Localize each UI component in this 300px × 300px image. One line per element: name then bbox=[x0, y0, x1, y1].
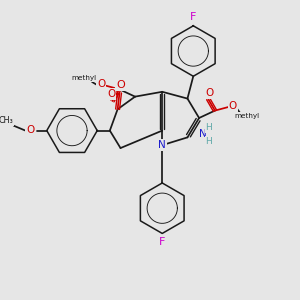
Text: F: F bbox=[159, 237, 165, 247]
Text: O: O bbox=[107, 89, 116, 99]
Text: methyl: methyl bbox=[72, 75, 97, 81]
Text: O: O bbox=[229, 101, 237, 111]
Text: N: N bbox=[199, 130, 207, 140]
Text: O: O bbox=[116, 80, 125, 90]
Text: N: N bbox=[158, 140, 166, 150]
Text: CH₃: CH₃ bbox=[0, 116, 14, 125]
Text: H: H bbox=[206, 137, 212, 146]
Text: H: H bbox=[206, 123, 212, 132]
Text: O: O bbox=[97, 79, 105, 89]
Text: O: O bbox=[205, 88, 213, 98]
Text: methyl: methyl bbox=[235, 113, 260, 119]
Text: O: O bbox=[26, 124, 34, 135]
Text: F: F bbox=[190, 12, 196, 22]
